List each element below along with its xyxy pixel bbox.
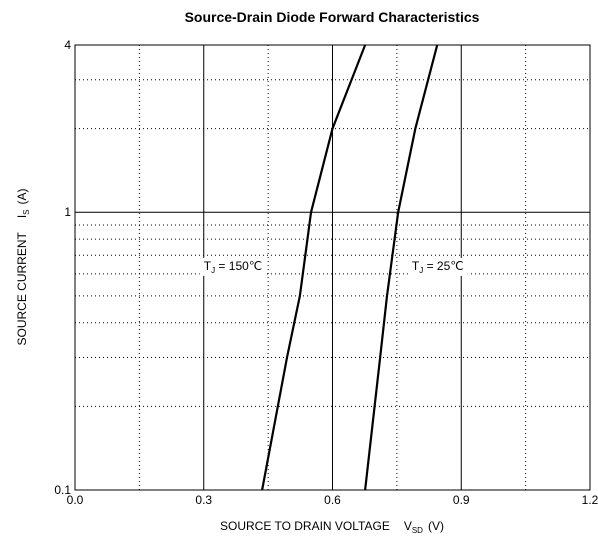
x-tick-label: 0.6	[324, 493, 341, 507]
annotation: TJ = 150℃	[204, 259, 263, 275]
x-label-unit: (V)	[428, 519, 444, 533]
annotation: TJ = 25℃	[412, 259, 464, 275]
y-axis-label: SOURCE CURRENT IS (A)	[15, 188, 31, 345]
curve	[364, 44, 439, 491]
y-label-symbol: I	[15, 215, 29, 218]
y-label-main: SOURCE CURRENT	[15, 232, 29, 346]
x-tick-label: 1.2	[582, 493, 598, 507]
x-axis-label: SOURCE TO DRAIN VOLTAGE VSD (V)	[220, 519, 444, 535]
y-label-sub: S	[22, 209, 31, 214]
annotation-text: = 25℃	[423, 259, 464, 273]
annotation-symbol: T	[412, 259, 420, 273]
y-tick-label: 0.1	[54, 483, 71, 497]
curve	[261, 44, 367, 491]
x-tick-label: 0.3	[195, 493, 212, 507]
chart-title: Source-Drain Diode Forward Characteristi…	[185, 9, 480, 25]
x-tick-label: 0.9	[453, 493, 470, 507]
y-tick-label: 4	[64, 38, 71, 52]
x-label-main: SOURCE TO DRAIN VOLTAGE	[220, 519, 390, 533]
x-label-symbol: V	[404, 519, 412, 533]
x-label-sub: SD	[412, 526, 423, 535]
annotation-bg	[407, 257, 468, 276]
x-tick-label: 0.0	[67, 493, 84, 507]
annotation-sub: J	[211, 266, 215, 275]
plot-frame	[74, 44, 591, 491]
y-label-unit: (A)	[15, 188, 29, 204]
annotation-text: = 150℃	[215, 259, 262, 273]
annotation-symbol: T	[204, 259, 212, 273]
annotation-bg	[199, 257, 267, 276]
annotation-sub: J	[419, 266, 423, 275]
y-tick-label: 1	[64, 205, 71, 219]
